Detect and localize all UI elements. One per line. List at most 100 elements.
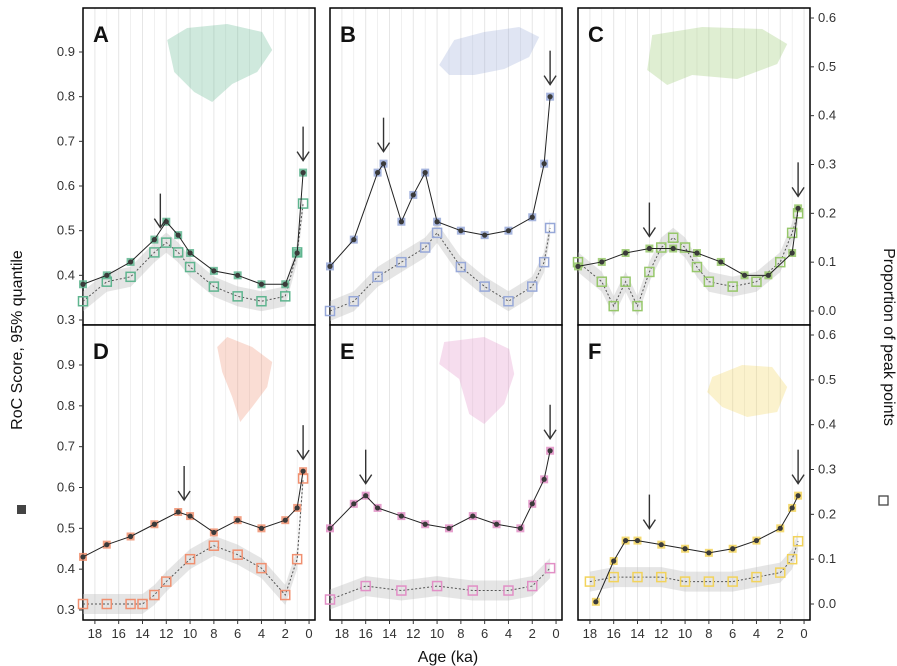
roc-peak-dot <box>187 513 193 519</box>
peak-point <box>396 256 407 268</box>
roc-peak-dot <box>517 525 523 531</box>
roc-peak-dot <box>753 537 760 544</box>
peak-point <box>503 585 514 596</box>
panel-b: B <box>324 7 563 326</box>
roc-peak-dot <box>682 546 688 552</box>
x-tick-label: 18 <box>88 626 102 641</box>
x-tick-label: 2 <box>282 626 289 641</box>
roc-peak-dot <box>795 493 801 499</box>
x-tick-label: 6 <box>234 626 241 641</box>
roc-peak-dot <box>541 476 547 482</box>
panel-background <box>83 8 315 325</box>
roc-peak-dot <box>670 245 676 252</box>
roc-peak-dot <box>258 525 265 531</box>
x-tick-label: 8 <box>457 626 464 641</box>
roc-peak-dot <box>363 493 369 499</box>
roc-peak-dot <box>175 509 181 515</box>
panel-letter: F <box>588 339 601 364</box>
peak-point <box>703 276 715 287</box>
roc-peak-dot <box>741 272 748 278</box>
peak-point <box>786 227 798 239</box>
peak-point <box>656 571 667 583</box>
y-tick-label: 0.7 <box>57 133 75 148</box>
peak-point <box>691 261 703 273</box>
peak-point <box>431 227 443 239</box>
roc-trend-line <box>82 471 304 558</box>
panel-d: D <box>77 324 316 621</box>
panel-letter: A <box>93 22 109 47</box>
roc-peak-dot <box>374 505 381 511</box>
peak-point <box>775 256 786 268</box>
x-tick-label: 18 <box>335 626 349 641</box>
peak-point <box>208 540 220 551</box>
peak-point <box>544 222 556 234</box>
roc-peak-dot <box>493 521 500 527</box>
x-tick-label: 0 <box>552 626 559 641</box>
filled-square-legend-icon <box>17 505 26 514</box>
panel-e: E <box>324 324 563 621</box>
right-y-tick-label: 0.6 <box>818 327 836 342</box>
roc-peak-dot <box>458 228 464 234</box>
x-tick-label: 16 <box>358 626 372 641</box>
x-tick-label: 10 <box>678 626 692 641</box>
peak-point <box>751 571 762 583</box>
peak-point <box>503 295 514 307</box>
roc-peak-dot <box>765 272 771 278</box>
peak-confidence-band <box>578 203 799 317</box>
right-y-tick-label: 0.3 <box>818 462 836 477</box>
peak-point <box>372 271 383 283</box>
peak-point <box>291 553 303 565</box>
y-tick-label: 0.7 <box>57 439 75 454</box>
peak-point <box>396 585 407 596</box>
peak-point <box>775 567 786 578</box>
peak-point <box>608 300 619 312</box>
roc-peak-dot <box>646 245 652 252</box>
roc-peak-dot <box>80 554 86 560</box>
roc-peak-dot <box>211 529 217 536</box>
roc-peak-dot <box>422 521 428 527</box>
peak-arrow-head <box>296 151 310 162</box>
peak-arrow-head <box>359 474 373 485</box>
open-square-legend-icon <box>878 495 889 506</box>
peak-point <box>656 242 667 253</box>
roc-peak-dot <box>706 550 712 556</box>
panel-a: A <box>77 7 316 326</box>
peak-arrow-head <box>642 519 656 530</box>
peak-point <box>467 585 479 596</box>
peak-point <box>584 576 596 587</box>
panel-c: C <box>572 7 811 326</box>
peak-point <box>184 261 196 273</box>
roc-peak-dot <box>374 170 381 176</box>
panels-layer: A B C D E F <box>77 7 811 621</box>
roc-peak-dot <box>575 263 581 269</box>
peak-trend-line <box>83 478 304 605</box>
peak-point <box>679 242 691 253</box>
roc-peak-dot <box>505 228 512 234</box>
right-y-tick-label: 0.1 <box>818 551 836 566</box>
y-tick-label: 0.6 <box>57 178 75 193</box>
peak-point <box>324 594 336 605</box>
right-y-tick-label: 0.3 <box>818 157 836 172</box>
peak-point <box>527 580 538 592</box>
roc-peak-dot <box>327 525 333 531</box>
roc-peak-dot <box>282 281 288 287</box>
x-tick-label: 14 <box>135 626 149 641</box>
roc-peak-dot <box>282 517 288 523</box>
peak-point <box>360 580 371 592</box>
right-y-tick-label: 0.5 <box>818 372 836 387</box>
peak-point <box>161 576 172 587</box>
peak-point <box>324 305 336 317</box>
asia-map-icon <box>647 27 788 85</box>
x-tick-label: 16 <box>606 626 620 641</box>
roc-peak-dot <box>547 448 553 454</box>
peak-confidence-band <box>330 217 551 321</box>
peak-confidence-band <box>330 558 551 610</box>
panel-border <box>329 324 563 621</box>
roc-peak-dot <box>694 250 700 256</box>
roc-peak-dot <box>398 219 404 225</box>
peak-point <box>125 271 136 283</box>
roc-peak-dot <box>622 250 629 256</box>
right-axis-title: Proportion of peak points <box>880 248 897 426</box>
axis-layer: 0.3 0.4 0.5 0.6 0.7 0.8 0.9 0.0 0.1 0.2 0.3 0.4 0.5 0… <box>17 10 889 641</box>
peak-point <box>544 562 556 574</box>
